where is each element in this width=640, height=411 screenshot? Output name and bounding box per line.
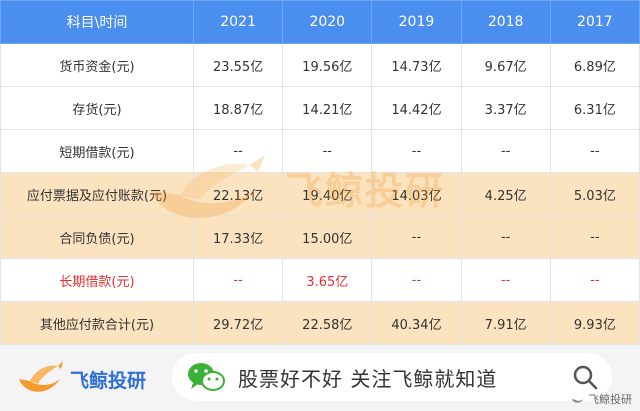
header-cell: 2019 — [371, 0, 462, 44]
row-label: 货币资金(元) — [0, 43, 194, 87]
row-label: 应付票据及应付账款(元) — [0, 172, 194, 216]
table-cell: 23.55亿 — [192, 43, 284, 87]
table-cell: -- — [192, 258, 284, 302]
brand-name: 飞鲸投研 — [70, 369, 147, 392]
corner-watermark: 飞鲸投研 — [571, 391, 632, 407]
table-cell: 22.58亿 — [282, 301, 373, 345]
table-cell: 40.34亿 — [371, 301, 462, 345]
header-cell: 2017 — [549, 0, 640, 44]
table-cell: 14.21亿 — [282, 86, 373, 130]
row-label: 短期借款(元) — [0, 129, 194, 173]
table-cell: 9.93亿 — [549, 301, 640, 345]
table-cell: 17.33亿 — [192, 215, 284, 259]
table-row: 短期借款(元) -- -- -- -- -- — [0, 129, 640, 173]
table-cell: 14.03亿 — [371, 172, 462, 216]
table-cell: -- — [549, 129, 640, 173]
table-cell: 19.40亿 — [282, 172, 373, 216]
table-row: 应付票据及应付账款(元) 22.13亿 19.40亿 14.03亿 4.25亿 … — [0, 172, 640, 216]
table-header-row: 科目\时间 2021 2020 2019 2018 2017 — [0, 0, 640, 44]
table-cell: -- — [460, 129, 551, 173]
table-row: 合同负债(元) 17.33亿 15.00亿 -- -- -- — [0, 215, 640, 259]
table-cell: 14.73亿 — [371, 43, 462, 87]
header-cell: 2021 — [192, 0, 284, 44]
table-cell: 22.13亿 — [192, 172, 284, 216]
header-cell: 科目\时间 — [0, 0, 194, 44]
table-cell: -- — [460, 258, 551, 302]
header-cell: 2018 — [460, 0, 551, 44]
table-cell: 9.67亿 — [460, 43, 551, 87]
financial-table: 科目\时间 2021 2020 2019 2018 2017 货币资金(元) 2… — [0, 0, 640, 345]
table-cell: -- — [192, 129, 284, 173]
table-cell: -- — [371, 258, 462, 302]
table-cell: -- — [460, 215, 551, 259]
table-cell: -- — [371, 129, 462, 173]
footer-bar: 飞鲸投研 股票好不好 关注飞鲸就知道 飞鲸投研 — [0, 345, 640, 411]
header-cell: 2020 — [282, 0, 373, 44]
search-text: 股票好不好 关注飞鲸就知道 — [238, 366, 498, 391]
table-cell: -- — [549, 215, 640, 259]
search-icon[interactable] — [572, 364, 598, 390]
row-label: 长期借款(元) — [0, 258, 194, 302]
table-row: 货币资金(元) 23.55亿 19.56亿 14.73亿 9.67亿 6.89亿 — [0, 43, 640, 87]
row-label: 其他应付款合计(元) — [0, 301, 194, 345]
table-row: 长期借款(元) -- 3.65亿 -- -- -- — [0, 258, 640, 302]
row-label: 存货(元) — [0, 86, 194, 130]
table-row: 存货(元) 18.87亿 14.21亿 14.42亿 3.37亿 6.31亿 — [0, 86, 640, 130]
search-bar[interactable]: 股票好不好 关注飞鲸就知道 — [172, 353, 612, 401]
table-cell: 3.37亿 — [460, 86, 551, 130]
table-cell: 7.91亿 — [460, 301, 551, 345]
brand[interactable]: 飞鲸投研 — [16, 357, 146, 401]
corner-text: 飞鲸投研 — [588, 393, 632, 406]
table-cell: 4.25亿 — [460, 172, 551, 216]
table-cell: 29.72亿 — [192, 301, 284, 345]
table-cell: 3.65亿 — [282, 258, 373, 302]
table-cell: -- — [371, 215, 462, 259]
wechat-icon — [188, 363, 225, 391]
table-cell: 18.87亿 — [192, 86, 284, 130]
table-cell: 15.00亿 — [282, 215, 373, 259]
table-row: 其他应付款合计(元) 29.72亿 22.58亿 40.34亿 7.91亿 9.… — [0, 301, 640, 345]
row-label: 合同负债(元) — [0, 215, 194, 259]
whale-logo-icon — [19, 361, 63, 392]
whale-logo-icon — [571, 399, 584, 403]
table-cell: 6.31亿 — [549, 86, 640, 130]
table-cell: -- — [549, 258, 640, 302]
table-cell: 19.56亿 — [282, 43, 373, 87]
table-cell: 5.03亿 — [549, 172, 640, 216]
table-cell: -- — [282, 129, 373, 173]
table-cell: 6.89亿 — [549, 43, 640, 87]
table-cell: 14.42亿 — [371, 86, 462, 130]
